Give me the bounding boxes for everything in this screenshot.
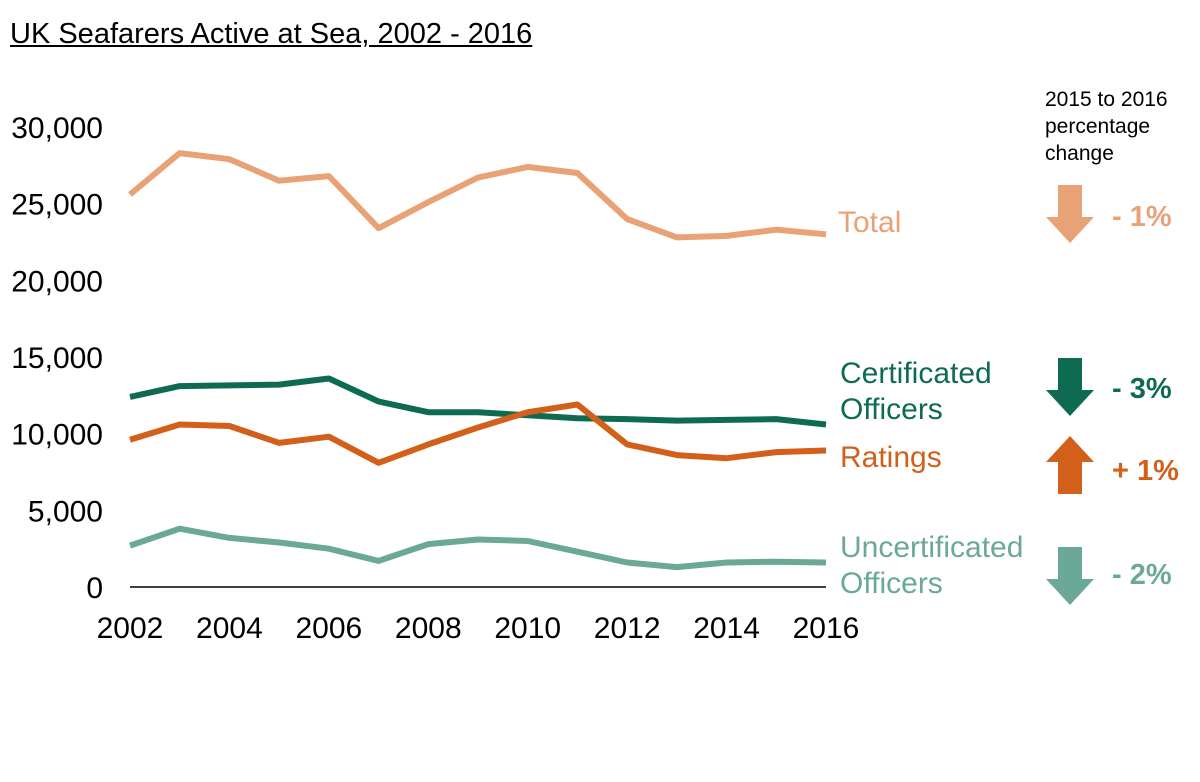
series-line-ratings: [129, 401, 827, 466]
x-tick-label: 2002: [97, 612, 164, 645]
change-label-certificated-officers: - 3%: [1112, 373, 1172, 405]
series-label-ratings: Ratings: [840, 441, 942, 474]
change-label-total: - 1%: [1112, 201, 1172, 233]
x-tick-label: 2004: [196, 612, 263, 645]
y-tick-label: 5,000: [28, 495, 103, 528]
series-line-uncertificated-officers: [129, 525, 827, 571]
chart-title: UK Seafarers Active at Sea, 2002 - 2016: [10, 18, 533, 50]
arrow-down-icon-total: [1046, 185, 1094, 243]
series-line-total: [128, 150, 827, 241]
y-tick-label: 15,000: [11, 342, 103, 375]
x-tick-label: 2016: [793, 612, 860, 645]
series-label-total: Total: [838, 206, 901, 239]
x-tick-label: 2012: [594, 612, 661, 645]
change-header: 2015 to 2016 percentage change: [1045, 88, 1168, 165]
x-tick-label: 2006: [295, 612, 362, 645]
y-tick-label: 0: [86, 572, 103, 605]
change-label-uncertificated-officers: - 2%: [1112, 559, 1172, 591]
series-label-certificated-officers: Certificated Officers: [840, 357, 992, 426]
arrow-down-icon-certificated-officers: [1046, 358, 1094, 416]
y-tick-label: 20,000: [11, 265, 103, 298]
x-tick-label: 2010: [494, 612, 561, 645]
y-tick-label: 25,000: [11, 189, 103, 222]
x-tick-label: 2008: [395, 612, 462, 645]
arrow-down-icon-uncertificated-officers: [1046, 547, 1094, 605]
series-line-certificated-officers: [129, 375, 827, 428]
arrow-up-icon-ratings: [1046, 436, 1094, 494]
y-tick-label: 30,000: [11, 112, 103, 145]
series-label-uncertificated-officers: Uncertificated Officers: [840, 531, 1023, 600]
change-label-ratings: + 1%: [1112, 455, 1179, 487]
y-tick-label: 10,000: [11, 419, 103, 452]
x-tick-label: 2014: [693, 612, 760, 645]
